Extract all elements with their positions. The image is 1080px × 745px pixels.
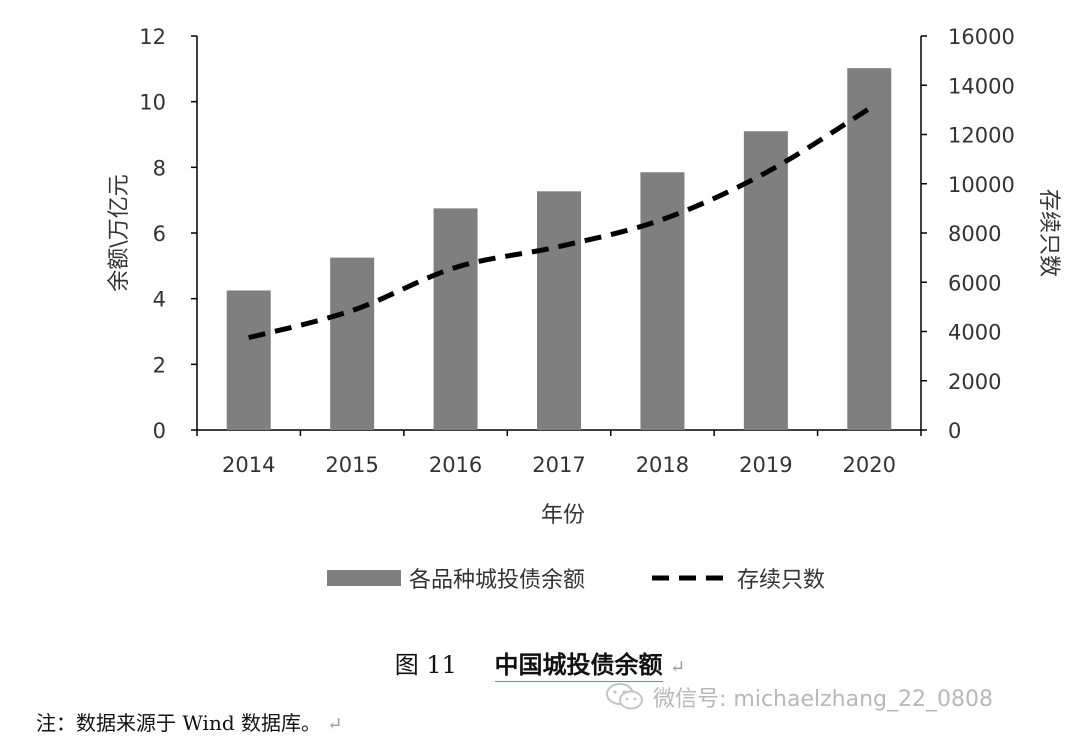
x-tick-label: 2016 [429,453,482,477]
y-axis-label-left: 余额\万亿元 [107,174,132,291]
combo-chart: 0 2 4 6 8 10 12 0 2000 4000 6000 8000 10000 12000 140… [107,25,1061,593]
line-series-path [248,106,871,341]
watermark-text: 微信号: michaelzhang_22_0808 [653,687,993,712]
bar-series [226,68,892,430]
left-axis-ticks: 0 2 4 6 8 10 12 [139,25,197,443]
line-series [248,106,871,341]
x-axis-ticks: 2014 2015 2016 2017 2018 2019 2020 [196,430,922,477]
right-tick-label: 12000 [948,124,1015,148]
right-tick-label: 8000 [948,222,1001,246]
source-note-text: 注：数据来源于 Wind 数据库。 [36,711,321,735]
x-axis-label: 年份 [541,503,585,528]
wechat-icon [606,683,643,710]
left-tick-label: 12 [139,25,166,49]
right-tick-label: 16000 [948,25,1015,49]
x-tick-label: 2020 [843,453,896,477]
x-tick-label: 2018 [636,453,689,477]
left-tick-label: 4 [153,288,166,312]
figure-caption: 图 11 中国城投债余额 ↵ [0,645,1080,682]
legend-swatch-bar [327,570,401,586]
legend: 各品种城投债余额 存续只数 [327,568,825,593]
right-tick-label: 4000 [948,321,1001,345]
y-axis-label-right: 存续只数 [1036,189,1061,277]
x-tick-label: 2014 [222,453,275,477]
right-tick-label: 2000 [948,370,1001,394]
bar [537,191,581,430]
x-tick-label: 2019 [739,453,792,477]
left-tick-label: 8 [153,156,166,180]
left-tick-label: 0 [153,419,166,443]
bar [330,257,375,430]
right-tick-label: 10000 [948,173,1015,197]
legend-label-bar: 各品种城投债余额 [409,568,585,593]
right-axis-ticks: 0 2000 4000 6000 8000 10000 12000 14000 16000 [921,25,1015,443]
right-tick-label: 6000 [948,271,1001,295]
bar [847,68,892,430]
left-tick-label: 10 [139,91,166,115]
figure-title: 中国城投债余额 [494,650,663,682]
paragraph-mark: ↵ [327,714,343,735]
bar [433,208,478,430]
bar [743,131,788,430]
watermark: 微信号: michaelzhang_22_0808 [605,679,1065,715]
left-tick-label: 2 [153,353,166,377]
x-tick-label: 2015 [325,453,378,477]
paragraph-mark: ↵ [670,657,686,678]
left-tick-label: 6 [153,222,166,246]
right-tick-label: 14000 [948,74,1015,98]
figure-number: 图 11 [394,651,457,679]
bar [226,290,271,430]
right-tick-label: 0 [948,419,961,443]
x-tick-label: 2017 [532,453,585,477]
bar [640,172,685,430]
source-note: 注：数据来源于 Wind 数据库。 ↵ [36,707,342,736]
legend-label-line: 存续只数 [737,568,825,593]
